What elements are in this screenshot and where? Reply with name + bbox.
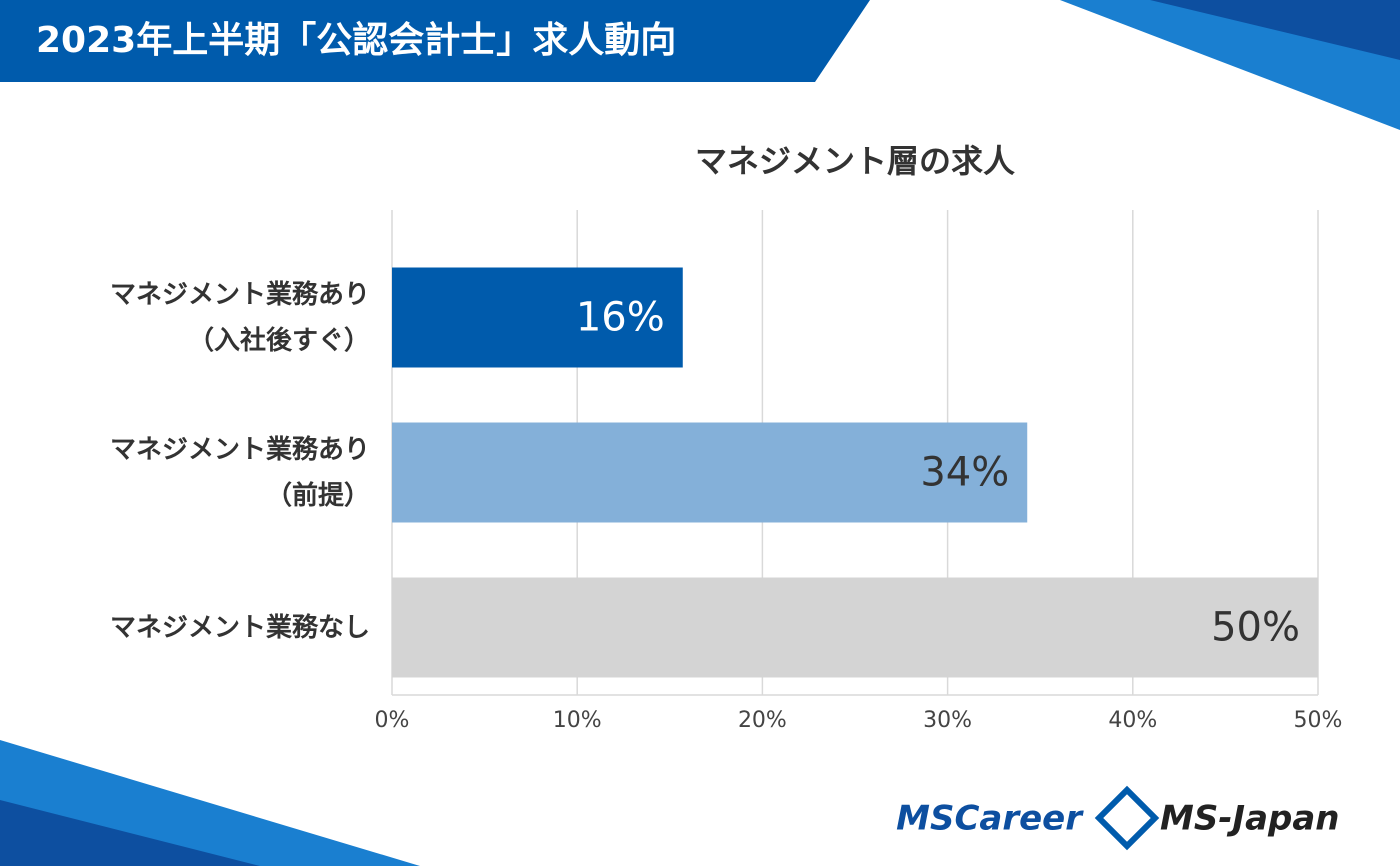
x-tick-label: 50%	[1294, 708, 1343, 733]
logo: MS-Japan	[1160, 799, 1340, 839]
data-label: 50%	[1211, 605, 1300, 651]
x-tick-label: 20%	[738, 708, 787, 733]
header-banner	[0, 0, 870, 82]
decor-stripe	[1150, 0, 1400, 60]
x-tick-label: 40%	[1108, 708, 1157, 733]
header-title: 2023年上半期「公認会計士」求人動向	[36, 20, 676, 61]
data-label: 34%	[920, 450, 1009, 496]
x-tick-label: 0%	[375, 708, 410, 733]
y-tick-label: マネジメント業務あり （前提）	[109, 434, 370, 511]
x-tick-label: 30%	[923, 708, 972, 733]
y-tick-label: マネジメント業務あり （入社後すぐ）	[109, 279, 370, 356]
bar	[392, 577, 1318, 678]
bar	[392, 267, 683, 368]
y-tick-label: マネジメント業務なし	[109, 612, 370, 643]
bar	[392, 422, 1028, 523]
x-tick-label: 10%	[553, 708, 602, 733]
decor-stripe	[0, 800, 260, 866]
data-label: 16%	[576, 295, 665, 341]
logo: MSCareer	[896, 799, 1084, 839]
logo-mark	[1094, 785, 1160, 851]
chart-title: マネジメント層の求人	[695, 142, 1015, 180]
